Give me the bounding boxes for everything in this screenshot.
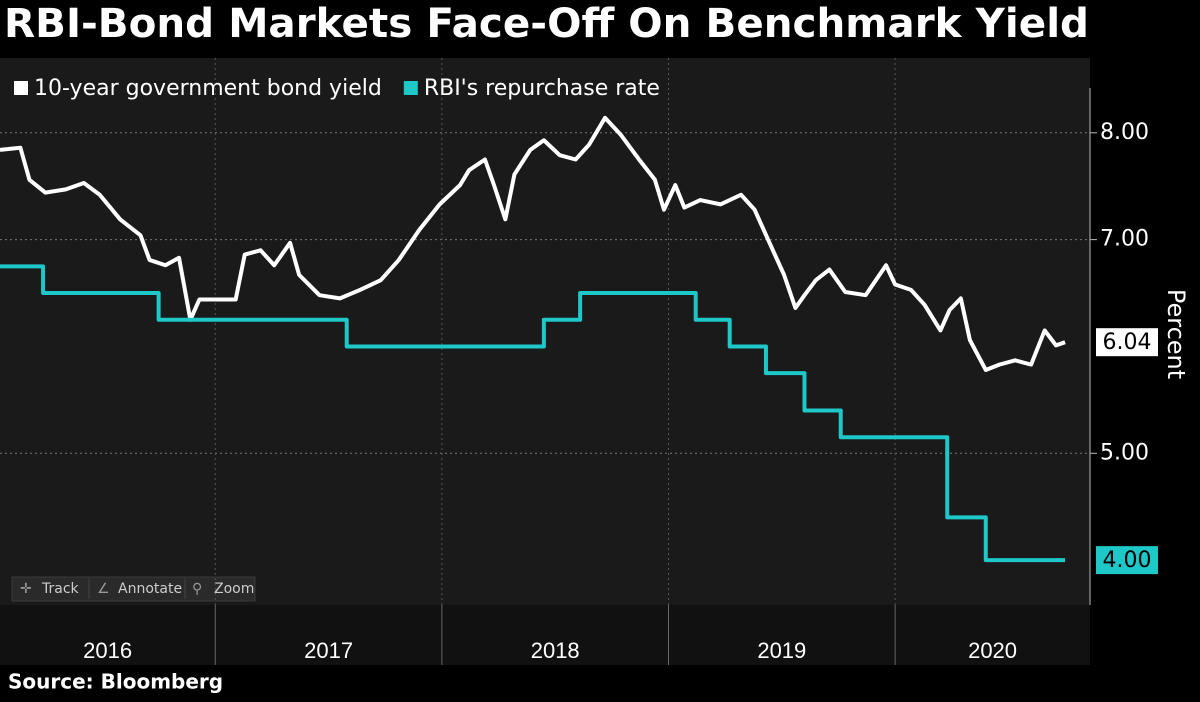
toolbar: ✛ Track ∠ Annotate ⚲ Zoom — [11, 576, 256, 602]
x-tick-label: 2016 — [83, 638, 132, 663]
y-tick-label: 5.00 — [1100, 440, 1149, 465]
y-tick-label: 7.00 — [1100, 227, 1149, 252]
y-tick-label: 8.00 — [1100, 120, 1149, 145]
end-label: 6.04 — [1103, 330, 1152, 355]
zoom-icon: ⚲ — [192, 581, 202, 597]
x-tick-label: 2018 — [531, 638, 580, 663]
toolbar-button[interactable]: Track — [41, 581, 80, 597]
x-tick-label: 2017 — [304, 638, 353, 663]
toolbar-bg — [11, 576, 256, 602]
x-axis-band — [0, 605, 1090, 665]
legend-swatch — [403, 81, 418, 95]
toolbar-button[interactable]: Zoom — [214, 581, 254, 597]
end-label-box — [1096, 546, 1158, 575]
track-icon: ✛ — [20, 581, 32, 597]
toolbar-button[interactable]: Annotate — [118, 581, 182, 597]
series-line — [0, 264, 1066, 563]
y-axis-label: Percent — [1162, 289, 1190, 379]
end-label-box — [1096, 328, 1158, 357]
x-tick-label: 2019 — [757, 638, 806, 663]
annotate-icon: ∠ — [97, 581, 110, 597]
chart-title: RBI-Bond Markets Face-Off On Benchmark Y… — [4, 1, 1089, 47]
end-label: 4.00 — [1103, 548, 1152, 573]
legend-label: 10-year government bond yield — [34, 76, 382, 101]
legend-label: RBI's repurchase rate — [424, 76, 660, 101]
source: Source: Bloomberg — [8, 670, 223, 694]
x-tick-label: 2020 — [968, 638, 1017, 663]
legend-swatch — [14, 81, 28, 95]
